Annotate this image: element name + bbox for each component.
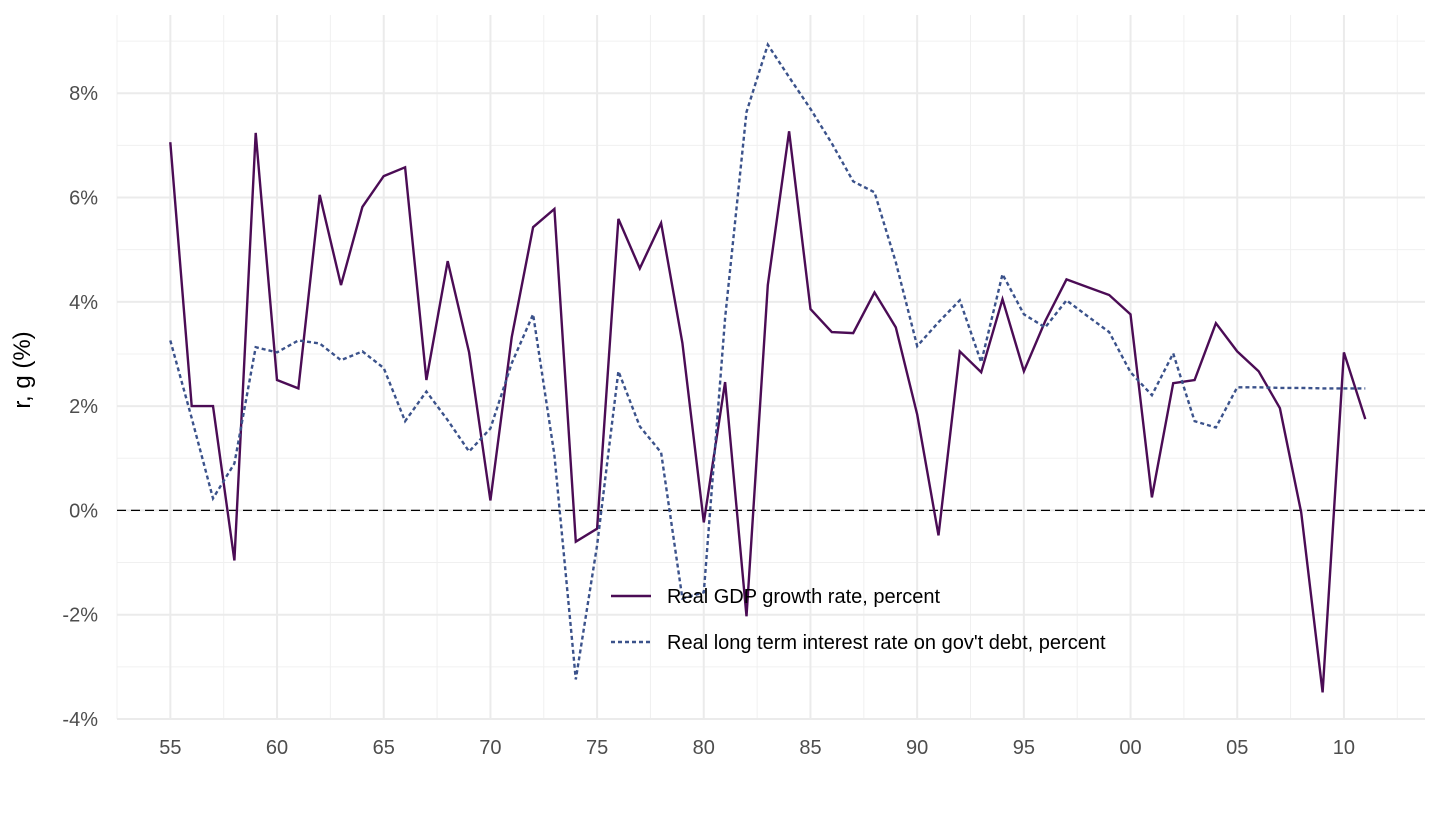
y-tick-label: -4% <box>62 709 98 731</box>
x-tick-label: 90 <box>906 737 928 759</box>
y-tick-label: 8% <box>69 83 98 105</box>
x-tick-label: 80 <box>693 737 715 759</box>
series-line <box>169 41 1366 680</box>
x-tick-label: 95 <box>1013 737 1035 759</box>
x-tick-label: 00 <box>1119 737 1141 759</box>
x-tick-label: 70 <box>479 737 501 759</box>
legend-label: Real GDP growth rate, percent <box>667 586 941 608</box>
y-tick-label: 2% <box>69 396 98 418</box>
x-tick-label: 05 <box>1226 737 1248 759</box>
legend-label: Real long term interest rate on gov't de… <box>667 632 1106 654</box>
y-tick-label: 4% <box>69 292 98 314</box>
y-axis-label: r, g (%) <box>9 331 36 408</box>
y-tick-label: -2% <box>62 605 98 627</box>
y-tick-label: 6% <box>69 188 98 210</box>
series-line <box>169 131 1367 693</box>
x-tick-label: 75 <box>586 737 608 759</box>
y-tick-label: 0% <box>69 500 98 522</box>
x-tick-label: 60 <box>266 737 288 759</box>
x-tick-label: 55 <box>159 737 181 759</box>
x-tick-label: 85 <box>799 737 821 759</box>
x-tick-label: 10 <box>1333 737 1355 759</box>
x-tick-label: 65 <box>373 737 395 759</box>
